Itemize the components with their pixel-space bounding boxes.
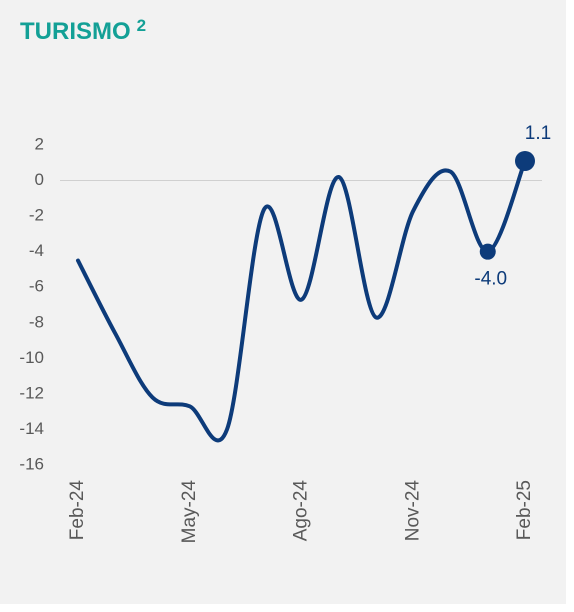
x-tick-label: Ago-24	[291, 480, 312, 542]
title-text: TURISMO	[20, 18, 131, 45]
y-tick-label: -16	[19, 454, 44, 473]
y-tick-label: 2	[35, 134, 44, 153]
background	[0, 0, 566, 604]
y-tick-label: -6	[29, 277, 44, 296]
y-tick-label: -2	[29, 206, 44, 225]
y-tick-label: -8	[29, 312, 44, 331]
data-label: 1.1	[525, 123, 551, 144]
chart-title: TURISMO 2	[20, 16, 146, 45]
y-tick-label: -10	[19, 348, 44, 367]
x-tick-label: May-24	[179, 480, 200, 544]
x-tick-label: Feb-25	[514, 480, 535, 540]
title-note: 2	[137, 16, 146, 35]
x-tick-label: Feb-24	[67, 480, 88, 541]
marker	[479, 243, 496, 260]
y-tick-label: 0	[35, 170, 44, 189]
y-tick-label: -12	[19, 383, 44, 402]
x-tick-label: Nov-24	[402, 480, 423, 542]
data-label: -4.0	[474, 269, 507, 290]
y-tick-label: -14	[19, 419, 44, 438]
y-tick-label: -4	[29, 241, 44, 260]
marker	[515, 151, 535, 171]
line	[76, 159, 527, 443]
